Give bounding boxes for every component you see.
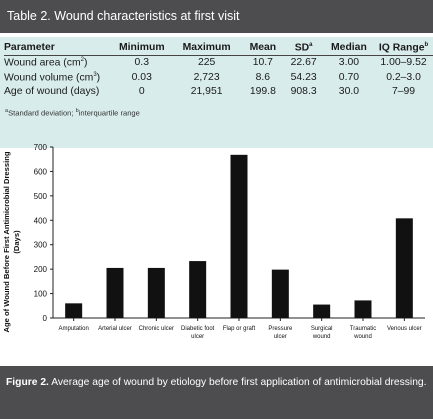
y-tick-label: 0 bbox=[43, 314, 48, 323]
table-panel: Parameter Minimum Maximum Mean SDa Media… bbox=[0, 37, 433, 148]
table-row: Wound volume (cm3) 0.03 2,723 8.6 54.23 0.70 0… bbox=[4, 70, 433, 85]
bar bbox=[189, 261, 207, 318]
y-tick-label: 600 bbox=[34, 167, 48, 176]
cell-minimum: 0 bbox=[138, 86, 145, 98]
y-tick-label: 300 bbox=[34, 241, 48, 250]
x-tick-label: Arterial ulcer bbox=[98, 326, 132, 332]
caption-label: Figure 2. bbox=[6, 377, 49, 388]
cell-minimum: 0.3 bbox=[134, 57, 149, 69]
footnote-a-text: Standard deviation; bbox=[8, 108, 76, 118]
cell-maximum: 21,951 bbox=[190, 86, 223, 98]
cell-parameter: Wound area (cm2) bbox=[4, 57, 88, 69]
x-tick-label: Surgical bbox=[311, 326, 333, 332]
bar bbox=[395, 218, 413, 318]
col-header-sd: SDa bbox=[283, 40, 323, 55]
cell-sd: 22.67 bbox=[290, 57, 317, 69]
x-tick-label: ulcer bbox=[191, 334, 204, 340]
bar bbox=[313, 304, 331, 318]
bar-chart: Age of Wound Before First Antimicrobial … bbox=[0, 130, 433, 362]
iq-range-superscript: b bbox=[424, 41, 429, 48]
x-tick-label: ulcer bbox=[274, 334, 287, 340]
y-tick-label: 400 bbox=[34, 216, 48, 225]
cell-median: 0.70 bbox=[338, 71, 360, 83]
bar bbox=[230, 154, 248, 318]
caption-text: Average age of wound by etiology before … bbox=[48, 377, 427, 388]
cell-iq-range: 7–99 bbox=[391, 86, 416, 98]
footnote-b-text: interquartile range bbox=[78, 108, 140, 118]
footnote-b-mark: b bbox=[75, 108, 79, 114]
col-header-parameter: Parameter bbox=[4, 41, 55, 53]
table-title: Table 2. Wound characteristics at first … bbox=[0, 0, 433, 33]
x-tick-label: Venous ulcer bbox=[387, 326, 422, 332]
y-tick-label: 200 bbox=[34, 265, 48, 274]
table-row: Wound area (cm2) 0.3 225 10.7 22.67 3.00 1.00–… bbox=[4, 55, 433, 70]
y-tick-label: 100 bbox=[34, 290, 48, 299]
sd-superscript: a bbox=[309, 41, 313, 48]
cell-mean: 199.8 bbox=[249, 86, 276, 98]
col-header-maximum: Maximum bbox=[182, 41, 231, 53]
bar bbox=[354, 300, 372, 318]
col-header-iq-range: IQ Rangeb bbox=[374, 40, 433, 55]
cell-minimum: 0.03 bbox=[131, 71, 152, 83]
bar bbox=[271, 269, 289, 318]
cell-iq-range: 0.2–3.0 bbox=[386, 71, 421, 83]
cell-sd: 908.3 bbox=[290, 86, 317, 98]
cell-median: 3.00 bbox=[338, 57, 360, 69]
cell-parameter: Wound volume (cm3) bbox=[4, 71, 101, 83]
x-tick-label: Pressure bbox=[268, 326, 293, 332]
cell-parameter: Age of wound (days) bbox=[4, 86, 100, 98]
bar bbox=[106, 267, 124, 318]
cell-mean: 8.6 bbox=[255, 71, 271, 83]
y-tick-label: 500 bbox=[34, 192, 48, 201]
cell-median: 30.0 bbox=[338, 86, 360, 98]
cell-mean: 10.7 bbox=[252, 57, 273, 69]
x-tick-label: Traumatic bbox=[350, 326, 376, 332]
col-header-mean: Mean bbox=[249, 41, 277, 53]
col-header-sd-label: SD bbox=[294, 41, 310, 53]
col-header-median: Median bbox=[331, 41, 367, 53]
table-row: Age of wound (days) 0 21,951 199.8 908.3 30.0… bbox=[4, 85, 433, 100]
cell-maximum: 225 bbox=[197, 57, 216, 69]
chart-svg: 0 100 200 300 400 500 600 700 Amputation Arterial… bbox=[34, 143, 425, 340]
x-tick-label: wound bbox=[353, 334, 372, 340]
cell-maximum: 2,723 bbox=[193, 71, 220, 83]
x-tick-label: wound bbox=[312, 334, 331, 340]
bar bbox=[65, 303, 83, 318]
col-header-iq-range-label: IQ Range bbox=[378, 41, 425, 53]
col-header-minimum: Minimum bbox=[118, 41, 165, 53]
x-tick-label: Chronic ulcer bbox=[139, 326, 174, 332]
figure-caption: Figure 2. Average age of wound by etiolo… bbox=[0, 366, 433, 419]
table-header-row: Parameter Minimum Maximum Mean SDa Media… bbox=[4, 40, 433, 55]
bar bbox=[147, 267, 165, 318]
cell-iq-range: 1.00–9.52 bbox=[380, 57, 427, 69]
wound-characteristics-table: Parameter Minimum Maximum Mean SDa Media… bbox=[4, 40, 433, 99]
x-tick-label: Amputation bbox=[58, 326, 88, 332]
footnote-a-mark: a bbox=[5, 108, 9, 114]
y-tick-label: 700 bbox=[34, 143, 48, 152]
x-tick-label: Diabetic foot bbox=[181, 326, 215, 332]
cell-sd: 54.23 bbox=[290, 71, 317, 83]
table-footnote: aStandard deviation; binterquartile rang… bbox=[5, 108, 140, 118]
x-tick-label: Flap or graft bbox=[223, 326, 256, 332]
